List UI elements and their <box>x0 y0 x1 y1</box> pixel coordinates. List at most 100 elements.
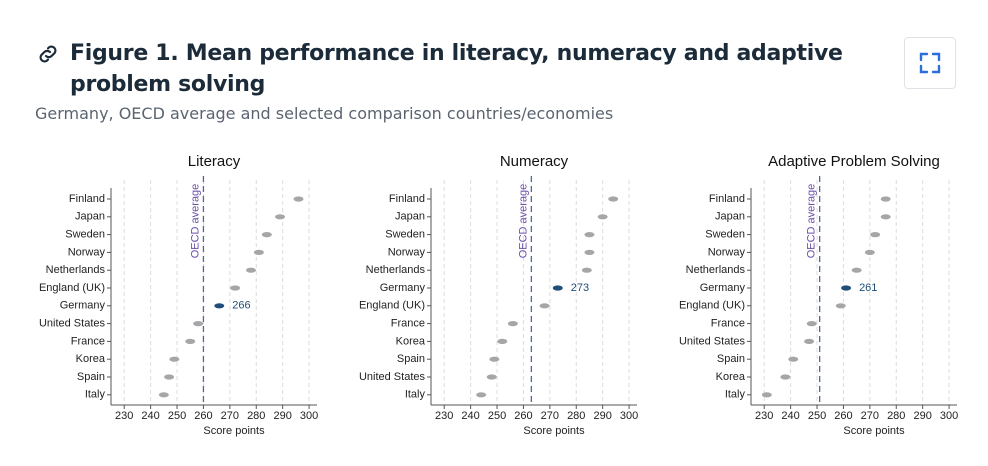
x-tick-label: 280 <box>887 410 905 422</box>
y-tick-label: Italy <box>405 389 426 401</box>
panel-title: Numeracy <box>500 153 569 170</box>
dot <box>230 285 241 291</box>
dot <box>864 249 875 255</box>
y-tick-label: England (UK) <box>359 300 425 312</box>
dot <box>552 285 563 291</box>
dot <box>158 392 169 398</box>
x-tick-label: 300 <box>940 410 958 422</box>
x-tick-label: 250 <box>808 410 826 422</box>
y-tick-label: Korea <box>396 335 426 347</box>
dot <box>880 196 891 202</box>
expand-button[interactable] <box>904 37 956 89</box>
y-tick-label: France <box>711 318 745 330</box>
y-tick-label: Netherlands <box>366 264 426 276</box>
dot <box>851 267 862 273</box>
dot <box>804 338 815 344</box>
y-tick-label: Japan <box>395 211 425 223</box>
x-tick-label: 300 <box>300 410 318 422</box>
x-tick-label: 260 <box>514 410 532 422</box>
x-axis-label: Score points <box>203 425 265 437</box>
dot <box>539 303 550 309</box>
y-tick-label: Norway <box>388 246 426 258</box>
x-tick-label: 240 <box>461 410 479 422</box>
x-tick-label: 270 <box>221 410 239 422</box>
y-tick-label: United States <box>39 318 106 330</box>
dot <box>497 338 508 344</box>
y-tick-label: Sweden <box>705 229 745 241</box>
y-tick-label: Spain <box>397 353 425 365</box>
y-tick-label: France <box>71 335 105 347</box>
x-tick-label: 270 <box>861 410 879 422</box>
y-tick-label: France <box>391 318 425 330</box>
dot <box>489 356 500 362</box>
dot <box>841 285 852 291</box>
y-tick-label: Sweden <box>65 229 105 241</box>
dot <box>486 374 497 380</box>
x-tick-label: 290 <box>273 410 291 422</box>
dot <box>169 356 180 362</box>
x-tick-label: 230 <box>435 410 453 422</box>
y-tick-label: Korea <box>716 371 746 383</box>
y-tick-label: United States <box>359 371 426 383</box>
panel-title: Adaptive Problem Solving <box>768 153 940 170</box>
reference-label: OECD average <box>517 184 529 259</box>
x-tick-label: 250 <box>488 410 506 422</box>
expand-icon <box>919 52 941 74</box>
y-tick-label: Japan <box>715 211 745 223</box>
y-tick-label: Finland <box>69 193 105 205</box>
value-label: 266 <box>232 300 250 312</box>
x-tick-label: 240 <box>141 410 159 422</box>
y-tick-label: Sweden <box>385 229 425 241</box>
y-tick-label: Netherlands <box>46 264 106 276</box>
dot <box>253 249 264 255</box>
dot <box>185 338 196 344</box>
dot <box>193 321 204 327</box>
x-tick-label: 290 <box>913 410 931 422</box>
value-label: 273 <box>571 282 589 294</box>
reference-label: OECD average <box>806 184 818 259</box>
x-tick-label: 230 <box>115 410 133 422</box>
dot <box>870 232 881 238</box>
panel-title: Literacy <box>188 153 241 170</box>
y-tick-label: England (UK) <box>679 300 745 312</box>
dot <box>507 321 518 327</box>
y-tick-label: United States <box>679 335 746 347</box>
y-tick-label: Finland <box>389 193 425 205</box>
y-tick-label: Japan <box>75 211 105 223</box>
reference-label: OECD average <box>189 184 201 259</box>
y-tick-label: Korea <box>76 353 106 365</box>
y-tick-label: England (UK) <box>39 282 105 294</box>
y-tick-label: Italy <box>725 389 746 401</box>
dot <box>608 196 619 202</box>
x-axis-label: Score points <box>523 425 585 437</box>
dot <box>584 232 595 238</box>
y-tick-label: Germany <box>60 300 106 312</box>
x-tick-label: 270 <box>541 410 559 422</box>
x-tick-label: 280 <box>247 410 265 422</box>
x-tick-label: 250 <box>168 410 186 422</box>
y-tick-label: Italy <box>85 389 106 401</box>
dot <box>597 214 608 220</box>
dot <box>581 267 592 273</box>
dot <box>788 356 799 362</box>
dot <box>261 232 272 238</box>
dot <box>476 392 487 398</box>
dot <box>275 214 286 220</box>
dot <box>835 303 846 309</box>
link-icon[interactable] <box>36 42 60 66</box>
x-tick-label: 240 <box>781 410 799 422</box>
dot <box>584 249 595 255</box>
x-tick-label: 260 <box>194 410 212 422</box>
y-tick-label: Germany <box>380 282 426 294</box>
dot <box>880 214 891 220</box>
y-tick-label: Spain <box>77 371 105 383</box>
x-tick-label: 260 <box>834 410 852 422</box>
x-tick-label: 290 <box>593 410 611 422</box>
dot <box>214 303 225 309</box>
dot <box>806 321 817 327</box>
dot <box>245 267 256 273</box>
x-tick-label: 230 <box>755 410 773 422</box>
y-tick-label: Norway <box>68 246 106 258</box>
